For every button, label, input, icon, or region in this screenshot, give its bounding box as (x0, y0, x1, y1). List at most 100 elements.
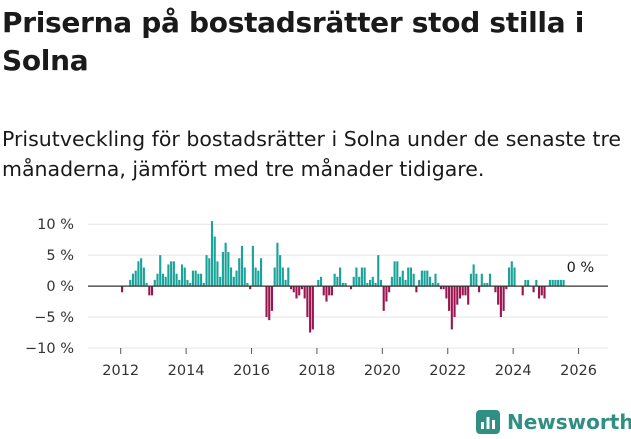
bar (240, 245, 244, 287)
bars (121, 221, 565, 333)
bar (178, 279, 181, 287)
bar (238, 258, 241, 287)
bar (137, 261, 140, 287)
bar (513, 267, 516, 287)
bar (172, 261, 175, 287)
bar (167, 264, 170, 287)
bar (355, 267, 358, 287)
bar-chart-logo-icon (476, 410, 500, 434)
bar (333, 273, 336, 287)
bar (548, 279, 552, 287)
bar (537, 286, 541, 299)
bar (431, 283, 434, 287)
bar (295, 286, 298, 299)
bar (401, 270, 404, 287)
bar (219, 276, 222, 287)
bar (445, 286, 448, 299)
bar (251, 245, 254, 287)
bar (385, 286, 388, 302)
bar (543, 286, 546, 299)
bar (159, 255, 162, 287)
bar (281, 267, 284, 287)
bar (328, 286, 331, 296)
x-tick-label: 2022 (429, 363, 466, 379)
bar (557, 279, 560, 287)
bar (382, 286, 385, 311)
bar (161, 273, 165, 287)
bar (254, 267, 257, 287)
bar (131, 273, 135, 287)
bar (532, 286, 535, 293)
bar (390, 276, 393, 287)
bar (268, 286, 271, 321)
bar (210, 221, 214, 287)
y-tick-label: 0 % (46, 279, 74, 295)
bar (142, 267, 145, 287)
bar (524, 279, 527, 287)
bar (494, 286, 497, 293)
bar (508, 267, 511, 287)
bar (412, 273, 415, 287)
x-tick-label: 2026 (560, 363, 597, 379)
bar (153, 279, 156, 287)
bar (486, 283, 489, 287)
bar (480, 273, 483, 287)
bar (505, 286, 508, 290)
bar (502, 286, 505, 311)
bar (213, 236, 216, 287)
bar (230, 267, 233, 287)
bar (330, 286, 333, 296)
bar (311, 286, 314, 330)
bar (232, 276, 235, 287)
brand-name: Newsworthy (507, 410, 631, 434)
bar (371, 276, 374, 287)
bar (377, 255, 380, 287)
bar (469, 273, 472, 287)
chart-title: Priserna på bostadsrätter stod stilla i … (2, 6, 585, 77)
bar (420, 270, 423, 287)
bar (341, 283, 344, 287)
bar (235, 270, 238, 287)
bar (150, 286, 154, 296)
x-tick-label: 2024 (495, 363, 532, 379)
bar (183, 267, 186, 287)
bar (562, 279, 565, 287)
bar (434, 273, 437, 287)
bar (339, 267, 342, 287)
bar (164, 276, 167, 287)
bar (439, 286, 442, 290)
bar (249, 286, 252, 290)
bar (186, 279, 189, 287)
bar (456, 286, 459, 305)
bar (180, 264, 184, 287)
bar (407, 267, 410, 287)
bar (499, 286, 502, 318)
y-gridlines (88, 223, 608, 349)
bar (322, 286, 325, 296)
bar (540, 286, 543, 296)
y-axis: 10 % 5 % 0 % −5 % −10 % (25, 217, 74, 357)
bar (396, 261, 399, 287)
bar (428, 276, 432, 287)
bar (437, 283, 440, 287)
bar (497, 286, 500, 305)
bar (358, 276, 361, 287)
bar (221, 252, 224, 287)
bar (298, 286, 301, 296)
bar (483, 283, 486, 287)
bar (189, 283, 192, 287)
bar (224, 242, 227, 287)
bar (243, 267, 246, 287)
bar (292, 286, 295, 293)
bar (415, 286, 418, 293)
bar (409, 267, 413, 287)
bar (458, 286, 462, 299)
bar (246, 283, 249, 287)
bar (303, 286, 306, 299)
bar (273, 267, 276, 287)
x-axis: 2012 2014 2016 2018 2020 2022 2024 2026 (102, 348, 597, 379)
bar (257, 270, 260, 287)
bar (472, 264, 475, 287)
bar (554, 279, 557, 287)
bar (205, 255, 208, 287)
